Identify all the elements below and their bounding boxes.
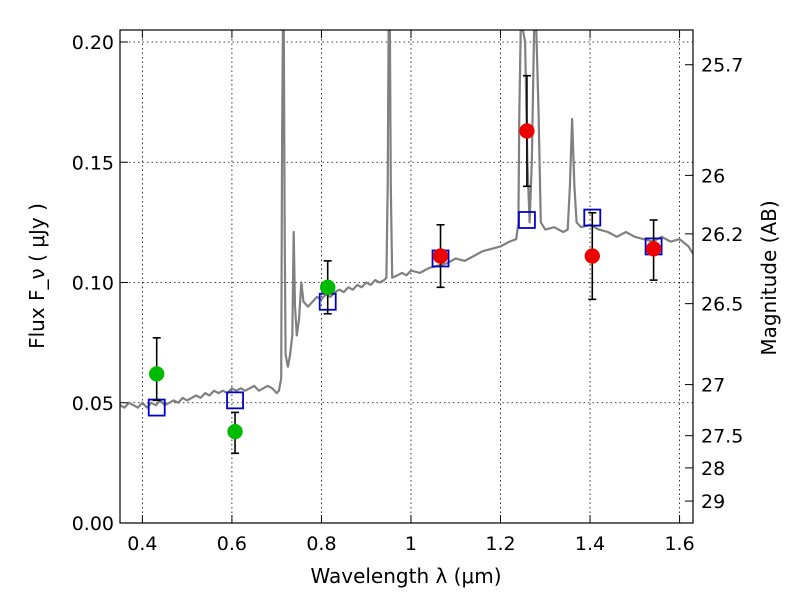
y-tick-label: 0.05	[72, 393, 114, 415]
y-axis-title: Flux F_ν ( μJy )	[25, 203, 49, 349]
y-tick-label: 0.20	[72, 32, 114, 54]
observed-point	[519, 123, 535, 139]
y-tick-label: 0.00	[72, 513, 114, 535]
axis-tick-labels: 0.4 0.6 0.8 1 1.2 1.4 1.6 0.00 0.05 0.10 0.15 0.20 2…	[72, 32, 744, 555]
model-spectrum-line	[120, 30, 693, 409]
observed-point	[148, 366, 165, 382]
x-tick-label: 0.4	[127, 533, 157, 555]
x-tick-label: 0.8	[306, 533, 336, 555]
axis-ticks	[120, 30, 693, 524]
y2-tick-label: 28	[701, 458, 725, 480]
x-axis-title: Wavelength λ (μm)	[310, 564, 501, 588]
y2-tick-label: 26.2	[701, 224, 743, 246]
observed-point	[584, 248, 601, 264]
y2-axis-title: Magnitude (AB)	[757, 200, 781, 355]
plot-area	[120, 30, 693, 455]
observed-point	[227, 423, 243, 440]
observed-point	[645, 241, 662, 257]
x-tick-label: 1.4	[575, 533, 605, 555]
observed-point	[432, 248, 449, 264]
model-photometry-square	[226, 391, 244, 410]
x-tick-label: 0.6	[217, 533, 247, 555]
grid	[120, 30, 693, 524]
observed-point	[319, 279, 336, 296]
y2-tick-label: 29	[701, 491, 725, 513]
y-tick-label: 0.15	[72, 152, 114, 174]
model-photometry-square	[518, 211, 536, 229]
plot-frame	[119, 29, 694, 524]
x-tick-label: 1.6	[664, 533, 694, 555]
x-tick-label: 1	[405, 533, 417, 555]
y2-tick-label: 27	[701, 375, 725, 397]
y-tick-label: 0.10	[72, 273, 114, 295]
y2-tick-label: 25.7	[701, 55, 743, 77]
y2-tick-label: 26	[701, 165, 725, 187]
x-tick-label: 1.2	[485, 533, 515, 555]
y2-tick-label: 27.5	[701, 426, 743, 448]
y2-tick-label: 26.5	[701, 294, 743, 316]
